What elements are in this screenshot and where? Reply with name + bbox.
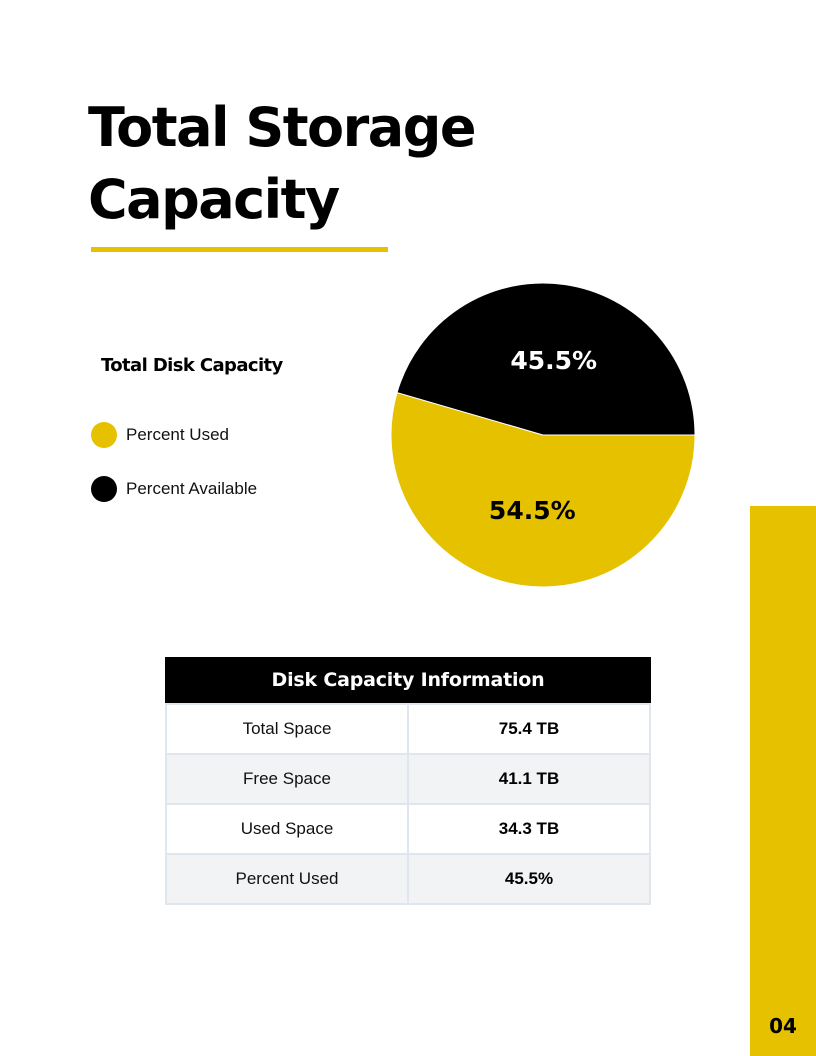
table-cell-label: Used Space xyxy=(165,803,409,855)
pie-chart-svg: 54.5% 45.5% xyxy=(390,282,696,588)
table-cell-value: 75.4 TB xyxy=(407,703,651,755)
pie-label-used: 54.5% xyxy=(489,496,576,525)
table-body: Total Space 75.4 TB Free Space 41.1 TB U… xyxy=(165,703,651,905)
pie-slice-available xyxy=(396,282,696,436)
table-row: Total Space 75.4 TB xyxy=(165,703,651,755)
title-underline xyxy=(91,247,388,252)
legend-label-available: Percent Available xyxy=(126,479,258,498)
legend-swatch-used-icon xyxy=(91,422,117,448)
chart-title: Total Disk Capacity xyxy=(101,355,283,376)
table-row: Free Space 41.1 TB xyxy=(165,753,651,805)
table-cell-value: 41.1 TB xyxy=(407,753,651,805)
legend-item-used: Percent Used xyxy=(91,422,257,448)
table-row: Percent Used 45.5% xyxy=(165,853,651,905)
table-cell-value: 45.5% xyxy=(407,853,651,905)
legend-swatch-available-icon xyxy=(91,476,117,502)
disk-capacity-table: Disk Capacity Information Total Space 75… xyxy=(165,657,651,905)
table-row: Used Space 34.3 TB xyxy=(165,803,651,855)
pie-label-available: 45.5% xyxy=(510,346,597,375)
table-cell-label: Free Space xyxy=(165,753,409,805)
table-cell-label: Percent Used xyxy=(165,853,409,905)
legend-item-available: Percent Available xyxy=(91,476,257,502)
legend-label-used: Percent Used xyxy=(126,425,229,444)
table-cell-value: 34.3 TB xyxy=(407,803,651,855)
page-title: Total Storage Capacity xyxy=(88,96,476,231)
pie-slice-used xyxy=(390,391,696,588)
accent-sidebar xyxy=(750,506,816,1056)
table-header: Disk Capacity Information xyxy=(165,657,651,703)
page-number: 04 xyxy=(769,1014,797,1038)
chart-legend: Percent Used Percent Available xyxy=(91,422,257,530)
table-cell-label: Total Space xyxy=(165,703,409,755)
pie-chart: 54.5% 45.5% xyxy=(388,280,698,590)
